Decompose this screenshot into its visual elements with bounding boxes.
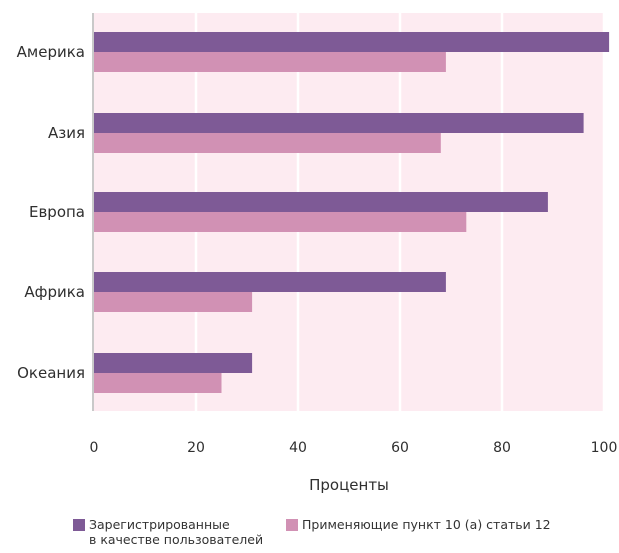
legend-label-registered: Зарегистрированные в качестве пользовате… — [89, 517, 264, 547]
bar-0-series-0 — [94, 32, 610, 52]
x-tick-label-40: 40 — [289, 440, 307, 456]
x-tick-label-80: 80 — [493, 440, 511, 456]
category-label-1: Азия — [48, 124, 85, 142]
bar-4-series-1 — [94, 373, 222, 393]
bar-1-series-1 — [94, 133, 441, 153]
bar-1-series-0 — [94, 113, 584, 133]
category-label-4: Океания — [17, 364, 85, 382]
x-tick-labels: 0 20 40 60 80 100 — [90, 440, 618, 456]
x-tick-label-20: 20 — [187, 440, 205, 456]
category-label-0: Америка — [17, 43, 85, 61]
bar-0-series-1 — [94, 52, 446, 72]
category-labels: Америка Азия Европа Африка Океания — [17, 43, 85, 382]
bar-2-series-1 — [94, 212, 467, 232]
category-label-2: Европа — [29, 203, 85, 221]
legend-label-applying: Применяющие пункт 10 (a) статьи 12 — [302, 517, 551, 532]
x-tick-label-100: 100 — [591, 440, 618, 456]
x-tick-label-0: 0 — [90, 440, 99, 456]
category-label-3: Африка — [24, 283, 85, 301]
legend-swatch-registered — [73, 519, 85, 531]
legend-item-applying: Применяющие пункт 10 (a) статьи 12 — [286, 517, 551, 532]
legend-swatch-applying — [286, 519, 298, 531]
bar-4-series-0 — [94, 353, 253, 373]
legend: Зарегистрированные в качестве пользовате… — [73, 517, 613, 551]
bar-3-series-0 — [94, 272, 446, 292]
bars — [94, 32, 610, 393]
bar-3-series-1 — [94, 292, 253, 312]
bar-2-series-0 — [94, 192, 548, 212]
legend-item-registered: Зарегистрированные в качестве пользовате… — [73, 517, 263, 547]
x-axis-title: Проценты — [309, 476, 389, 494]
x-tick-label-60: 60 — [391, 440, 409, 456]
